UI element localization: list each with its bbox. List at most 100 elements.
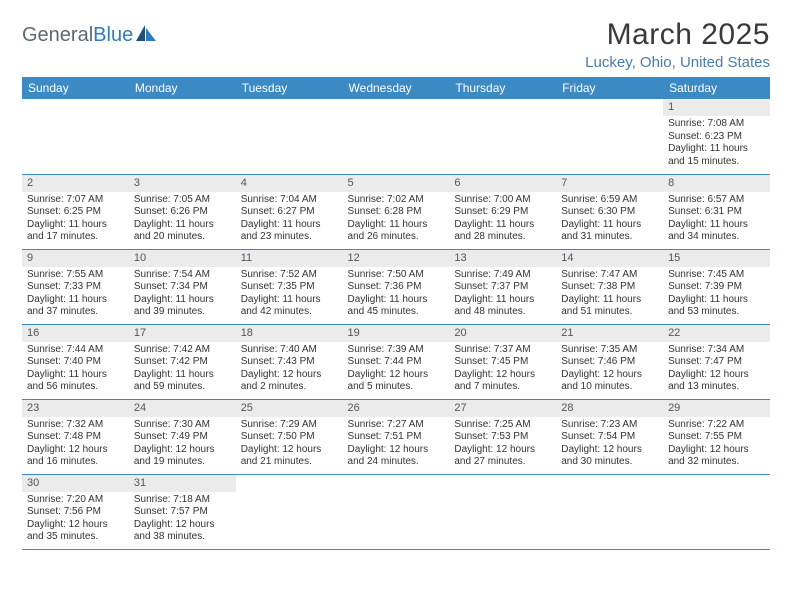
sunset-text: Sunset: 7:55 PM xyxy=(668,431,765,444)
daylight-text-2: and 39 minutes. xyxy=(134,306,231,319)
sunset-text: Sunset: 7:33 PM xyxy=(27,281,124,294)
daylight-text-1: Daylight: 11 hours xyxy=(348,219,445,232)
daylight-text-1: Daylight: 12 hours xyxy=(668,444,765,457)
sunrise-text: Sunrise: 6:57 AM xyxy=(668,194,765,207)
daylight-text-2: and 24 minutes. xyxy=(348,456,445,469)
sunset-text: Sunset: 7:53 PM xyxy=(454,431,551,444)
daylight-text-1: Daylight: 12 hours xyxy=(241,369,338,382)
location-text: Luckey, Ohio, United States xyxy=(585,54,770,71)
sunrise-text: Sunrise: 7:50 AM xyxy=(348,269,445,282)
weekday-header: Sunday xyxy=(22,77,129,99)
day-details: Sunrise: 7:49 AMSunset: 7:37 PMDaylight:… xyxy=(449,267,556,323)
calendar-day-cell: 10Sunrise: 7:54 AMSunset: 7:34 PMDayligh… xyxy=(129,249,236,324)
daylight-text-1: Daylight: 11 hours xyxy=(454,294,551,307)
daylight-text-2: and 7 minutes. xyxy=(454,381,551,394)
sunset-text: Sunset: 7:47 PM xyxy=(668,356,765,369)
sunrise-text: Sunrise: 7:52 AM xyxy=(241,269,338,282)
calendar-day-cell xyxy=(556,474,663,549)
calendar-day-cell: 26Sunrise: 7:27 AMSunset: 7:51 PMDayligh… xyxy=(343,399,450,474)
sunrise-text: Sunrise: 7:47 AM xyxy=(561,269,658,282)
calendar-header-row: Sunday Monday Tuesday Wednesday Thursday… xyxy=(22,77,770,99)
daylight-text-2: and 17 minutes. xyxy=(27,231,124,244)
calendar-day-cell xyxy=(236,474,343,549)
daylight-text-2: and 26 minutes. xyxy=(348,231,445,244)
day-number: 8 xyxy=(663,175,770,192)
sunset-text: Sunset: 7:49 PM xyxy=(134,431,231,444)
day-details: Sunrise: 7:45 AMSunset: 7:39 PMDaylight:… xyxy=(663,267,770,323)
calendar-day-cell: 17Sunrise: 7:42 AMSunset: 7:42 PMDayligh… xyxy=(129,324,236,399)
daylight-text-1: Daylight: 11 hours xyxy=(27,294,124,307)
calendar-day-cell: 5Sunrise: 7:02 AMSunset: 6:28 PMDaylight… xyxy=(343,174,450,249)
day-details: Sunrise: 7:52 AMSunset: 7:35 PMDaylight:… xyxy=(236,267,343,323)
calendar-day-cell xyxy=(343,99,450,174)
sunset-text: Sunset: 6:31 PM xyxy=(668,206,765,219)
day-details: Sunrise: 7:32 AMSunset: 7:48 PMDaylight:… xyxy=(22,417,129,473)
sunset-text: Sunset: 6:26 PM xyxy=(134,206,231,219)
daylight-text-2: and 28 minutes. xyxy=(454,231,551,244)
calendar-week-row: 1Sunrise: 7:08 AMSunset: 6:23 PMDaylight… xyxy=(22,99,770,174)
calendar-day-cell: 4Sunrise: 7:04 AMSunset: 6:27 PMDaylight… xyxy=(236,174,343,249)
day-number: 22 xyxy=(663,325,770,342)
sunrise-text: Sunrise: 7:04 AM xyxy=(241,194,338,207)
day-details: Sunrise: 7:23 AMSunset: 7:54 PMDaylight:… xyxy=(556,417,663,473)
day-details: Sunrise: 7:25 AMSunset: 7:53 PMDaylight:… xyxy=(449,417,556,473)
daylight-text-1: Daylight: 12 hours xyxy=(27,444,124,457)
weekday-header: Monday xyxy=(129,77,236,99)
day-number: 17 xyxy=(129,325,236,342)
daylight-text-1: Daylight: 12 hours xyxy=(454,444,551,457)
day-number: 3 xyxy=(129,175,236,192)
calendar-day-cell: 21Sunrise: 7:35 AMSunset: 7:46 PMDayligh… xyxy=(556,324,663,399)
day-number: 23 xyxy=(22,400,129,417)
daylight-text-1: Daylight: 12 hours xyxy=(561,369,658,382)
daylight-text-1: Daylight: 11 hours xyxy=(668,143,765,156)
sail-icon xyxy=(136,25,156,41)
sunrise-text: Sunrise: 7:00 AM xyxy=(454,194,551,207)
calendar-day-cell: 8 Sunrise: 6:57 AMSunset: 6:31 PMDaylight… xyxy=(663,174,770,249)
daylight-text-1: Daylight: 11 hours xyxy=(668,219,765,232)
day-details: Sunrise: 7:44 AMSunset: 7:40 PMDaylight:… xyxy=(22,342,129,398)
sunrise-text: Sunrise: 7:35 AM xyxy=(561,344,658,357)
day-number: 29 xyxy=(663,400,770,417)
daylight-text-1: Daylight: 12 hours xyxy=(134,519,231,532)
sunset-text: Sunset: 7:35 PM xyxy=(241,281,338,294)
day-details: Sunrise: 7:18 AMSunset: 7:57 PMDaylight:… xyxy=(129,492,236,548)
calendar-day-cell: 2Sunrise: 7:07 AMSunset: 6:25 PMDaylight… xyxy=(22,174,129,249)
calendar-day-cell: 24Sunrise: 7:30 AMSunset: 7:49 PMDayligh… xyxy=(129,399,236,474)
daylight-text-1: Daylight: 12 hours xyxy=(668,369,765,382)
calendar-day-cell xyxy=(129,99,236,174)
calendar-day-cell: 27Sunrise: 7:25 AMSunset: 7:53 PMDayligh… xyxy=(449,399,556,474)
day-details: Sunrise: 7:42 AMSunset: 7:42 PMDaylight:… xyxy=(129,342,236,398)
daylight-text-2: and 51 minutes. xyxy=(561,306,658,319)
day-details: Sunrise: 7:05 AMSunset: 6:26 PMDaylight:… xyxy=(129,192,236,248)
day-number: 24 xyxy=(129,400,236,417)
day-number: 11 xyxy=(236,250,343,267)
day-details: Sunrise: 7:07 AMSunset: 6:25 PMDaylight:… xyxy=(22,192,129,248)
calendar-day-cell: 7Sunrise: 6:59 AMSunset: 6:30 PMDaylight… xyxy=(556,174,663,249)
day-number: 30 xyxy=(22,475,129,492)
title-block: March 2025 Luckey, Ohio, United States xyxy=(585,18,770,71)
day-details: Sunrise: 7:00 AMSunset: 6:29 PMDaylight:… xyxy=(449,192,556,248)
day-number: 28 xyxy=(556,400,663,417)
daylight-text-1: Daylight: 11 hours xyxy=(27,219,124,232)
day-details: Sunrise: 7:40 AMSunset: 7:43 PMDaylight:… xyxy=(236,342,343,398)
calendar-day-cell: 25Sunrise: 7:29 AMSunset: 7:50 PMDayligh… xyxy=(236,399,343,474)
day-number: 20 xyxy=(449,325,556,342)
daylight-text-1: Daylight: 12 hours xyxy=(134,444,231,457)
day-details: Sunrise: 7:30 AMSunset: 7:49 PMDaylight:… xyxy=(129,417,236,473)
day-details: Sunrise: 7:37 AMSunset: 7:45 PMDaylight:… xyxy=(449,342,556,398)
daylight-text-2: and 56 minutes. xyxy=(27,381,124,394)
day-details: Sunrise: 7:54 AMSunset: 7:34 PMDaylight:… xyxy=(129,267,236,323)
weekday-header: Thursday xyxy=(449,77,556,99)
day-details: Sunrise: 7:20 AMSunset: 7:56 PMDaylight:… xyxy=(22,492,129,548)
calendar-day-cell: 9Sunrise: 7:55 AMSunset: 7:33 PMDaylight… xyxy=(22,249,129,324)
calendar-day-cell: 23Sunrise: 7:32 AMSunset: 7:48 PMDayligh… xyxy=(22,399,129,474)
calendar-week-row: 2Sunrise: 7:07 AMSunset: 6:25 PMDaylight… xyxy=(22,174,770,249)
day-number: 1 xyxy=(663,99,770,116)
daylight-text-2: and 45 minutes. xyxy=(348,306,445,319)
sunset-text: Sunset: 7:36 PM xyxy=(348,281,445,294)
daylight-text-1: Daylight: 11 hours xyxy=(134,369,231,382)
calendar-day-cell xyxy=(22,99,129,174)
day-number: 18 xyxy=(236,325,343,342)
daylight-text-2: and 21 minutes. xyxy=(241,456,338,469)
weekday-header: Saturday xyxy=(663,77,770,99)
